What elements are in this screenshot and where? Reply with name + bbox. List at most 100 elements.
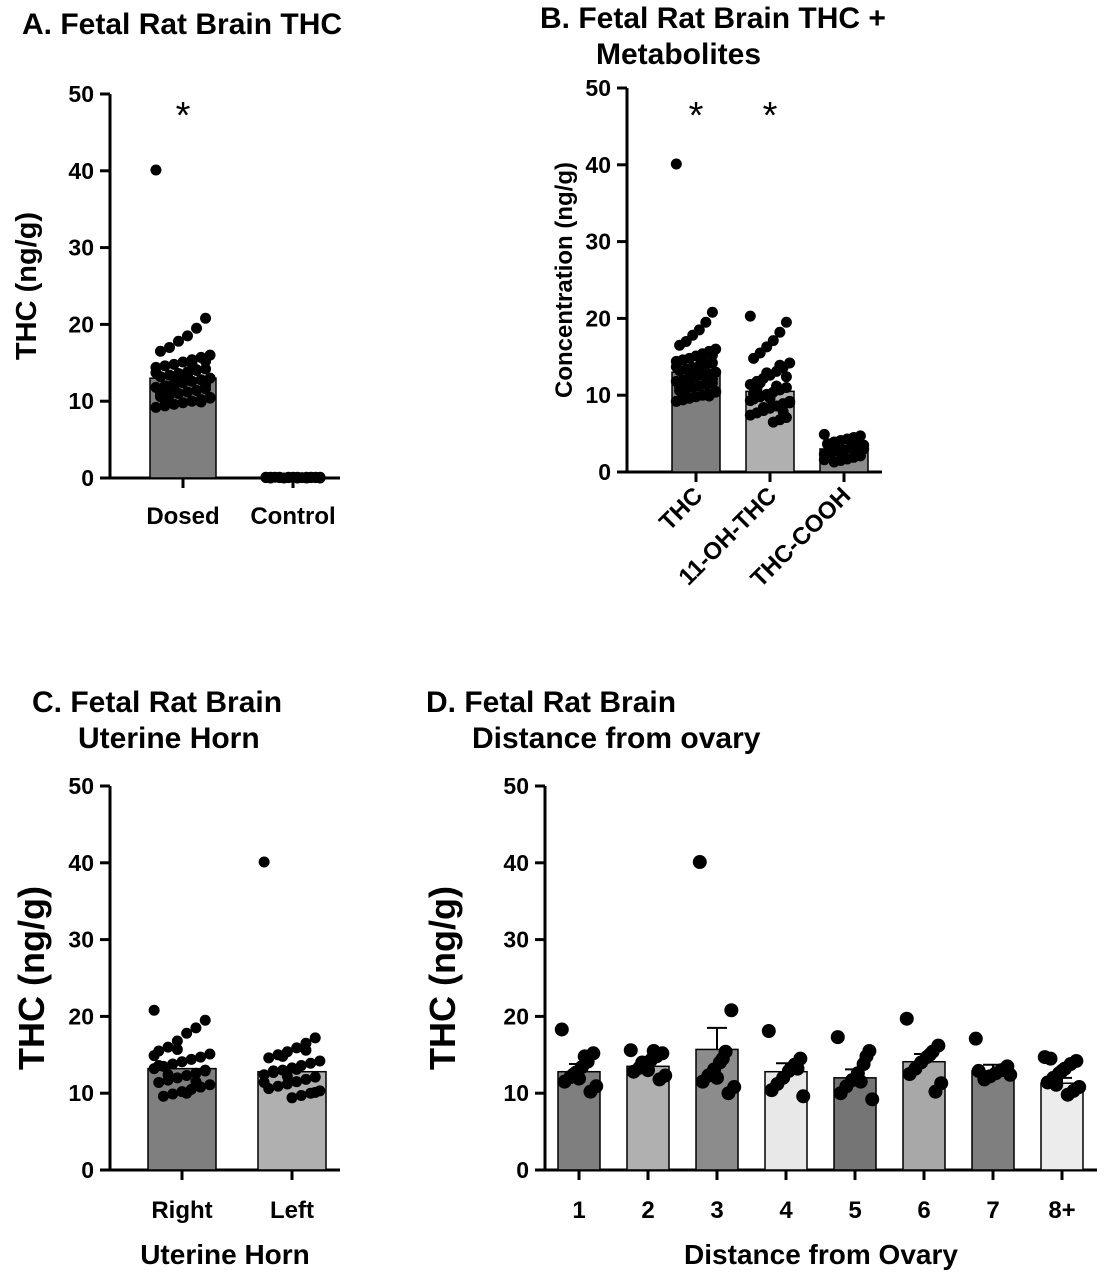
data-point <box>790 1061 805 1076</box>
data-point <box>282 472 294 484</box>
data-point <box>200 363 212 375</box>
x-category-label: 3 <box>710 1197 723 1224</box>
data-point <box>865 1092 880 1107</box>
data-point <box>748 352 760 364</box>
data-point <box>159 360 171 372</box>
data-point <box>291 1042 303 1054</box>
data-point <box>761 367 773 379</box>
data-point <box>273 471 285 483</box>
data-point <box>190 1022 202 1034</box>
data-point <box>968 1031 983 1046</box>
data-point <box>690 367 702 379</box>
data-point <box>153 1076 165 1088</box>
y-tick-label: 50 <box>503 773 529 799</box>
chart-title: A. Fetal Rat Brain THC <box>22 8 342 41</box>
data-point <box>796 1089 811 1104</box>
data-point <box>168 384 180 396</box>
data-point <box>710 1070 724 1085</box>
x-category-label: Right <box>151 1197 212 1224</box>
data-point <box>168 358 180 370</box>
y-axis-label: THC (ng/g) <box>11 212 43 360</box>
data-point <box>157 1090 169 1102</box>
data-point <box>721 1086 736 1101</box>
y-tick-label: 40 <box>68 850 94 876</box>
data-point <box>200 312 212 324</box>
data-point <box>186 358 198 370</box>
data-point <box>150 367 162 379</box>
y-tick-label: 10 <box>68 388 94 414</box>
data-point <box>697 352 709 364</box>
y-tick-label: 0 <box>516 1157 529 1183</box>
data-point <box>314 1055 326 1067</box>
data-point <box>277 1050 289 1062</box>
data-point <box>181 1070 193 1082</box>
data-point <box>692 855 707 870</box>
data-point <box>182 386 194 398</box>
data-point <box>264 472 276 484</box>
chart-title: D. Fetal Rat Brain <box>426 686 676 719</box>
data-point <box>204 1079 216 1091</box>
data-point <box>764 1083 779 1098</box>
data-point <box>828 456 840 468</box>
x-axis-label: Uterine Horn <box>140 1239 310 1270</box>
data-point <box>764 392 776 404</box>
y-tick-label: 0 <box>598 459 611 485</box>
data-point <box>181 1087 193 1099</box>
data-point <box>695 1074 710 1089</box>
data-point <box>195 396 207 408</box>
y-tick-label: 30 <box>68 235 94 261</box>
data-point <box>845 434 857 446</box>
data-point <box>1043 1051 1058 1066</box>
y-tick-label: 50 <box>68 81 94 107</box>
data-point <box>150 401 162 413</box>
data-point <box>181 1027 193 1039</box>
data-point <box>703 390 715 402</box>
data-point <box>281 1070 293 1082</box>
y-tick-label: 20 <box>503 1003 529 1029</box>
data-point <box>204 391 216 403</box>
data-point <box>626 1064 641 1079</box>
data-point <box>825 444 837 456</box>
data-point <box>859 1049 874 1064</box>
data-point <box>577 1049 592 1064</box>
data-point <box>272 1080 284 1092</box>
data-point <box>258 856 270 868</box>
x-axis-label: Distance from Ovary <box>684 1239 958 1270</box>
data-point <box>163 369 175 381</box>
data-point <box>291 1063 303 1075</box>
data-point <box>309 1032 321 1044</box>
data-point <box>162 1041 174 1053</box>
data-point <box>833 1086 848 1101</box>
data-point <box>199 1014 211 1026</box>
x-category-label: 5 <box>848 1197 861 1224</box>
data-point <box>191 322 203 334</box>
data-point <box>286 1092 298 1104</box>
y-tick-label: 40 <box>585 152 611 178</box>
data-point <box>171 1072 183 1084</box>
data-point <box>190 1067 202 1079</box>
data-point <box>200 355 212 367</box>
data-point <box>177 356 189 368</box>
data-point <box>677 388 689 400</box>
data-point <box>899 1011 914 1026</box>
data-point <box>928 1084 943 1099</box>
data-point <box>292 471 304 483</box>
data-point <box>670 361 682 373</box>
y-tick-label: 10 <box>585 382 611 408</box>
data-point <box>177 373 189 385</box>
data-point <box>902 1067 917 1081</box>
data-point <box>1055 1063 1069 1078</box>
data-point <box>300 1044 312 1056</box>
y-tick-label: 0 <box>81 1157 94 1183</box>
bar-7 <box>971 1070 1015 1171</box>
data-point <box>780 371 792 383</box>
data-point <box>153 1060 165 1072</box>
data-point <box>971 1063 986 1078</box>
data-point <box>751 383 763 395</box>
data-point <box>154 345 166 357</box>
data-point <box>831 437 843 449</box>
data-point <box>200 379 212 391</box>
data-point <box>148 1050 160 1062</box>
data-point <box>150 164 162 176</box>
